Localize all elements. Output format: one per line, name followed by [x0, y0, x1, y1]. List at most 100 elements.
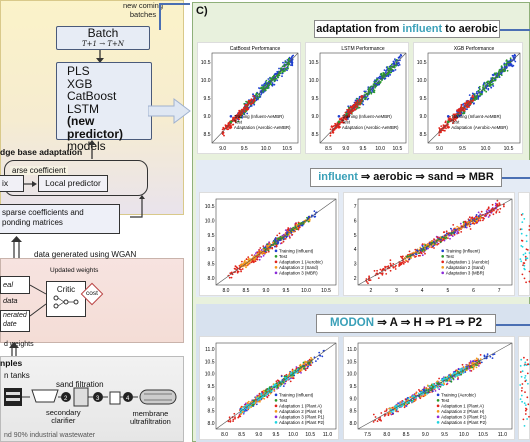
scatter-point	[381, 75, 384, 77]
x-tick-label: 9.0	[436, 146, 443, 152]
batch-label: Batch	[87, 26, 119, 40]
scatter-point	[230, 276, 233, 279]
scatter-point	[520, 228, 523, 231]
scatter-point	[500, 65, 503, 67]
scatter-point	[444, 234, 447, 236]
scatter-point	[348, 108, 350, 111]
scatter-point	[476, 90, 478, 93]
scatter-point	[500, 74, 503, 76]
scatter-point	[389, 412, 391, 415]
scatter-point	[503, 63, 506, 66]
scatter-point	[347, 105, 350, 108]
scatter-point	[526, 257, 529, 260]
scatter-point	[284, 60, 287, 63]
scatter-point	[486, 353, 489, 355]
scatter-point	[266, 244, 269, 247]
scatter-point	[292, 377, 295, 380]
legend-marker	[274, 271, 278, 275]
x-tick-label: 9.0	[263, 288, 270, 294]
x-tick-label: 10.5	[321, 288, 331, 294]
scatter-point	[257, 252, 260, 255]
scatter-point	[499, 207, 502, 210]
scatter-point	[466, 364, 468, 367]
scatter-point	[494, 73, 497, 76]
scatter-point	[232, 117, 235, 120]
scatter-point	[486, 208, 489, 211]
y-tick-label: 10.5	[201, 60, 211, 66]
scatter-point	[449, 375, 452, 377]
scatter-point	[523, 218, 526, 220]
legend-entry: Adaptation (Aerobic-AeMBR)	[451, 125, 508, 130]
scatter-point	[461, 367, 464, 370]
scatter-point	[356, 106, 359, 108]
scatter-point	[273, 389, 276, 392]
y-tick-label: 11.0	[347, 347, 357, 353]
scatter-point	[368, 275, 370, 278]
scatter-point	[472, 221, 475, 223]
scatter-point	[360, 95, 363, 97]
y-tick-label: 9.5	[420, 96, 427, 102]
scatter-point	[496, 199, 499, 202]
scatter-point	[295, 371, 298, 374]
scatter-point	[358, 95, 361, 98]
scatter-point	[476, 220, 479, 222]
scatter-point	[450, 378, 453, 381]
scatter-point	[257, 400, 260, 403]
scatter-point	[369, 86, 372, 88]
scatter-point	[282, 70, 285, 73]
scatter-point	[288, 377, 291, 380]
scatter-point	[445, 383, 448, 386]
scatter-point	[527, 382, 529, 385]
scatter-point	[313, 210, 316, 213]
scatter-point	[307, 363, 310, 365]
scatter-point	[420, 391, 422, 394]
scatter-point	[379, 416, 381, 419]
scatter-point	[377, 277, 380, 279]
x-tick-label: 10.0	[459, 432, 469, 438]
scatter-point	[381, 273, 384, 276]
scatter-point	[464, 371, 467, 373]
scatter-point	[477, 211, 480, 214]
scatter-point	[303, 368, 306, 370]
scatter-point	[506, 69, 509, 72]
plot-catboost: CatBoost Performance 9.0 9.5 10.0 10.5 8.5 9.0…	[197, 42, 301, 154]
scatter-point	[291, 56, 293, 59]
legend-entry: Adaptation 4 (Plant P2)	[441, 420, 487, 425]
scatter-point	[383, 69, 386, 71]
scatter-point	[414, 253, 417, 255]
scatter-point	[392, 263, 395, 265]
x-tick-label: 8.5	[243, 288, 250, 294]
scatter-point	[267, 78, 270, 80]
scatter-point	[291, 63, 294, 66]
scatter-point	[401, 255, 404, 258]
legend-entry: Adaptation (Aerobic-AeMBR)	[342, 125, 399, 130]
scatter-point	[520, 389, 523, 392]
scatter-point	[469, 360, 472, 363]
scatter-point	[353, 108, 356, 110]
scatter-point	[391, 411, 393, 413]
row1-title-pre: adaptation from	[316, 23, 403, 35]
y-tick-label: 9.0	[350, 396, 357, 402]
scatter-point	[457, 377, 459, 379]
x-tick-label: 9.0	[342, 146, 349, 152]
scatter-point	[304, 360, 306, 363]
scatter-point	[492, 83, 494, 85]
scatter-point	[477, 89, 480, 92]
y-tick-label: 9.0	[208, 396, 215, 402]
scatter-point	[252, 399, 255, 402]
scatter-point	[466, 224, 469, 227]
scatter-point	[439, 385, 442, 388]
scatter-point	[372, 421, 375, 423]
scatter-point	[433, 247, 435, 249]
scatter-point	[412, 251, 415, 254]
scatter-point	[506, 61, 509, 64]
scatter-point	[288, 59, 290, 61]
identity-line	[357, 198, 513, 286]
plot-xgb: XGB Performance 9.0 9.5 10.0 10.5 8.5 9.0 9.5 10…	[413, 42, 523, 154]
scatter-point	[306, 216, 308, 219]
x-tick-label: 10.5	[393, 146, 403, 152]
scatter-point	[388, 407, 390, 410]
scatter-point	[398, 265, 400, 267]
scatter-point	[407, 397, 410, 400]
scatter-point	[415, 255, 417, 258]
